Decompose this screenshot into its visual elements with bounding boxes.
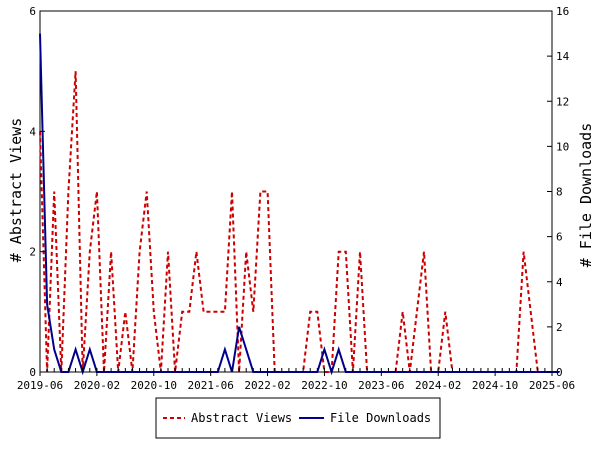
x-tick-label: 2023-06 (358, 379, 404, 392)
legend-box (155, 397, 441, 439)
y2-tick-label: 2 (556, 321, 563, 334)
x-tick-label: 2020-10 (131, 379, 177, 392)
y-tick-label: 0 (29, 366, 36, 379)
y2-tick-label: 8 (556, 186, 563, 199)
y-tick-label: 6 (29, 5, 36, 18)
plot-area (39, 10, 553, 373)
y2-tick-label: 14 (556, 50, 570, 63)
x-tick-label: 2021-06 (187, 379, 233, 392)
legend-label-abstract-views: Abstract Views (191, 411, 292, 425)
x-tick-label: 2022-10 (301, 379, 347, 392)
y2-axis-title: # File Downloads (577, 123, 595, 268)
y2-tick-label: 10 (556, 140, 569, 153)
y2-tick-label: 4 (556, 276, 563, 289)
x-tick-label: 2024-02 (415, 379, 461, 392)
x-tick-label: 2022-02 (244, 379, 290, 392)
x-tick-label: 2020-02 (74, 379, 120, 392)
y2-tick-label: 6 (556, 231, 563, 244)
series-line-file-downloads (39, 33, 560, 376)
legend-label-file-downloads: File Downloads (330, 411, 431, 425)
legend: Abstract Views File Downloads (155, 397, 441, 439)
axis-layer: 2019-06 2020-02 2020-10 2021-06 2022-02 2022-… (17, 5, 575, 392)
y-axis-title: # Abstract Views (7, 118, 25, 263)
x-tick-label: 2024-10 (472, 379, 518, 392)
y-tick-label: 4 (29, 125, 36, 138)
y-tick-label: 2 (29, 246, 36, 259)
y2-tick-label: 12 (556, 95, 569, 108)
x-tick-label: 2025-06 (529, 379, 575, 392)
y2-tick-label: 16 (556, 5, 569, 18)
x-tick-label: 2019-06 (17, 379, 63, 392)
series-layer (39, 33, 560, 376)
plot-frame (39, 10, 553, 373)
y2-tick-label: 0 (556, 366, 563, 379)
